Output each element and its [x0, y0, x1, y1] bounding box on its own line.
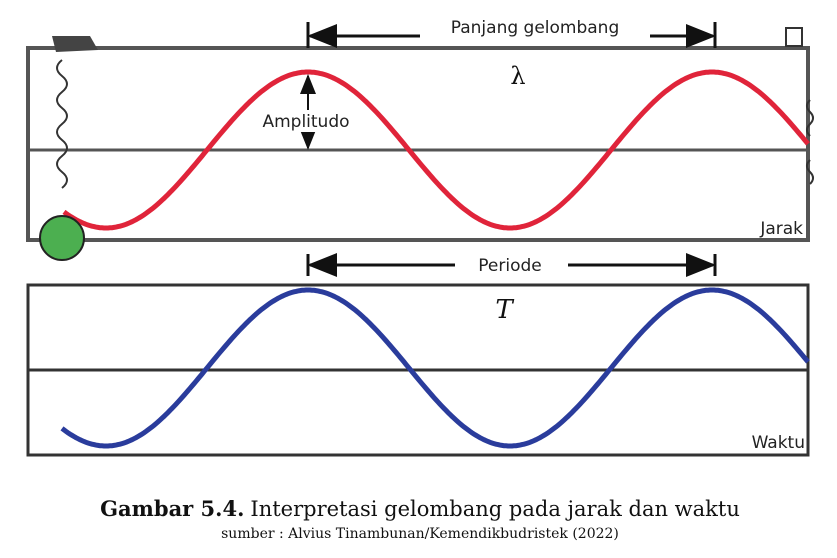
lambda-symbol: λ: [510, 62, 525, 90]
clamp: [52, 36, 98, 52]
caption-source: sumber : Alvius Tinambunan/Kemendikbudri…: [221, 526, 619, 542]
wavelength-label: Panjang gelombang: [451, 18, 620, 38]
spring: [56, 59, 68, 189]
ball: [39, 215, 85, 261]
right-spring: [806, 99, 814, 185]
caption-text: Interpretasi gelombang pada jarak dan wa…: [250, 497, 739, 521]
distance-wave: [62, 69, 810, 231]
time-label: Waktu: [752, 433, 805, 453]
hook: [785, 27, 803, 47]
amplitude-label: Amplitudo: [262, 112, 349, 132]
label-bg: [255, 110, 355, 132]
period-label: Periode: [478, 256, 541, 276]
time-wave: [60, 287, 810, 449]
distance-box: [26, 46, 810, 242]
period-symbol: T: [495, 295, 514, 325]
distance-label: Jarak: [759, 219, 803, 239]
caption: Gambar 5.4. Interpretasi gelombang pada j…: [100, 496, 740, 521]
caption-number: Gambar 5.4.: [100, 496, 244, 521]
